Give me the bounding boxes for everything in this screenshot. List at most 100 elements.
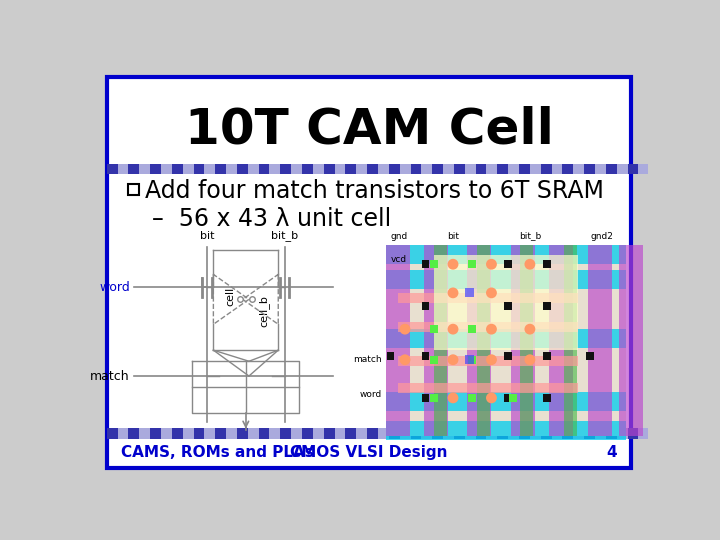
Bar	[521, 245, 534, 436]
Bar	[487, 428, 498, 439]
Bar	[128, 164, 139, 174]
Bar	[226, 428, 237, 439]
Bar	[454, 428, 465, 439]
Bar	[509, 394, 517, 402]
Text: vcd: vcd	[390, 255, 407, 264]
Circle shape	[524, 354, 535, 365]
Bar	[346, 164, 356, 174]
Bar	[397, 356, 578, 367]
Bar	[291, 164, 302, 174]
Bar	[628, 164, 639, 174]
Bar	[465, 428, 476, 439]
Bar	[215, 428, 226, 439]
Text: CMOS VLSI Design: CMOS VLSI Design	[290, 445, 448, 460]
Circle shape	[486, 259, 497, 269]
Bar	[606, 428, 617, 439]
Circle shape	[486, 324, 497, 335]
Bar	[505, 302, 512, 310]
Bar	[139, 428, 150, 439]
Bar	[498, 164, 508, 174]
Bar	[117, 164, 128, 174]
Bar	[430, 356, 438, 363]
Bar	[424, 245, 449, 436]
Bar	[465, 355, 474, 364]
Bar	[549, 245, 573, 436]
Bar	[400, 164, 410, 174]
Bar	[639, 428, 649, 439]
Bar	[432, 428, 443, 439]
Bar	[400, 428, 410, 439]
Bar	[421, 260, 429, 268]
Circle shape	[448, 287, 459, 298]
Bar	[161, 164, 172, 174]
Bar	[552, 164, 562, 174]
Bar	[573, 164, 584, 174]
Bar	[543, 394, 551, 402]
Bar	[386, 392, 626, 411]
Bar	[128, 428, 139, 439]
Text: bit_b: bit_b	[519, 232, 541, 240]
Bar	[454, 164, 465, 174]
Bar	[432, 164, 443, 174]
Bar	[421, 352, 429, 360]
Bar	[386, 421, 626, 440]
Circle shape	[448, 259, 459, 269]
Bar	[367, 428, 378, 439]
Circle shape	[448, 354, 459, 365]
Bar	[356, 428, 367, 439]
Bar	[378, 428, 389, 439]
Bar	[258, 164, 269, 174]
Bar	[183, 428, 194, 439]
Bar	[541, 164, 552, 174]
Bar	[562, 428, 573, 439]
Bar	[421, 394, 429, 402]
Bar	[508, 164, 519, 174]
Bar	[248, 428, 258, 439]
Bar	[150, 164, 161, 174]
Bar	[468, 394, 476, 402]
Text: word: word	[99, 281, 130, 294]
Bar	[510, 245, 535, 436]
Bar	[584, 164, 595, 174]
Bar	[117, 428, 128, 439]
Bar	[128, 184, 139, 195]
Bar	[386, 329, 626, 348]
Text: cell: cell	[225, 287, 235, 306]
Bar	[194, 164, 204, 174]
Bar	[324, 428, 335, 439]
Bar	[443, 164, 454, 174]
Bar	[584, 428, 595, 439]
Bar	[519, 428, 530, 439]
Circle shape	[448, 393, 459, 403]
Circle shape	[486, 354, 497, 365]
Bar	[467, 245, 492, 436]
Text: –  56 x 43 λ unit cell: – 56 x 43 λ unit cell	[152, 207, 391, 231]
Bar	[194, 428, 204, 439]
Circle shape	[400, 324, 410, 335]
Bar	[430, 260, 438, 268]
Bar	[421, 302, 429, 310]
Bar	[508, 428, 519, 439]
Circle shape	[400, 354, 410, 365]
Bar	[468, 260, 476, 268]
Circle shape	[524, 259, 535, 269]
Bar	[150, 428, 161, 439]
Text: 4: 4	[607, 445, 617, 460]
Bar	[433, 245, 447, 436]
Bar	[443, 428, 454, 439]
Bar	[386, 270, 626, 289]
Bar	[386, 245, 410, 436]
Bar	[505, 352, 512, 360]
Text: gnd2: gnd2	[590, 232, 613, 240]
Bar	[387, 352, 395, 360]
Bar	[543, 260, 551, 268]
Bar	[562, 164, 573, 174]
Bar	[237, 428, 248, 439]
Bar	[618, 245, 643, 436]
Bar	[487, 164, 498, 174]
Bar	[505, 260, 512, 268]
Bar	[397, 321, 578, 332]
Text: cell_b: cell_b	[258, 295, 269, 327]
Bar	[397, 293, 578, 303]
Bar	[476, 428, 487, 439]
